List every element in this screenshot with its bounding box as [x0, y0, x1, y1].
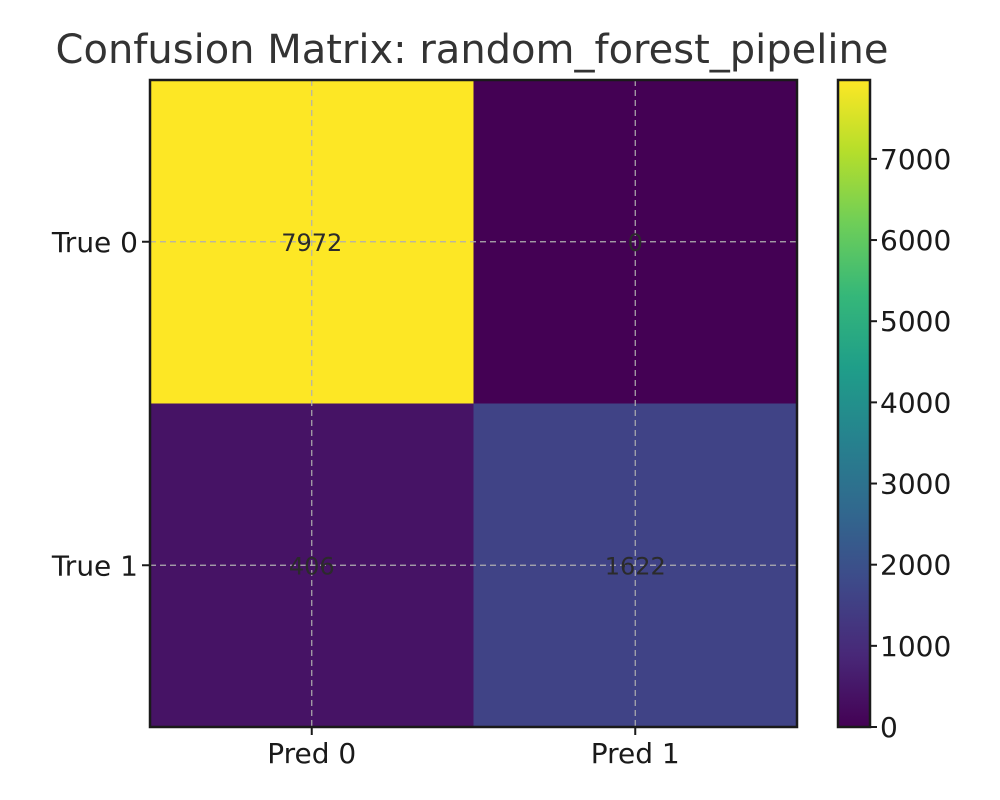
- plot-frame: [148, 78, 799, 729]
- colorbar-tick-label: 3000: [880, 468, 951, 501]
- colorbar: 0 1000 2000 3000 4000 5000 6000 7000: [836, 78, 951, 744]
- colorbar-tick-label: 2000: [880, 549, 951, 582]
- cell-value-r0-c0: 7972: [281, 229, 342, 257]
- x-tick-label: Pred 1: [591, 737, 680, 770]
- cell-value-r0-c1: 0: [628, 229, 643, 257]
- heatmap-cells: [150, 80, 798, 728]
- colorbar-tick-label: 0: [880, 711, 898, 744]
- colorbar-tick-label: 7000: [880, 143, 951, 176]
- y-tick-label: True 1: [51, 549, 138, 582]
- colorbar-tick-label: 4000: [880, 386, 951, 419]
- cell-value-r1-c1: 1622: [605, 552, 666, 580]
- colorbar-gradient: [836, 78, 872, 729]
- grid-lines: [150, 80, 797, 727]
- cell-value-r1-c0: 406: [289, 552, 335, 580]
- axis-ticks: Pred 0 Pred 1 True 0 True 1: [51, 226, 680, 770]
- x-tick-label: Pred 0: [267, 737, 356, 770]
- cell-labels: 7972 0 406 1622: [281, 229, 666, 581]
- colorbar-tick-label: 6000: [880, 224, 951, 257]
- colorbar-tick-label: 1000: [880, 630, 951, 663]
- chart-title: Confusion Matrix: random_forest_pipeline: [56, 27, 889, 73]
- y-tick-label: True 0: [51, 226, 138, 259]
- colorbar-tick-label: 5000: [880, 305, 951, 338]
